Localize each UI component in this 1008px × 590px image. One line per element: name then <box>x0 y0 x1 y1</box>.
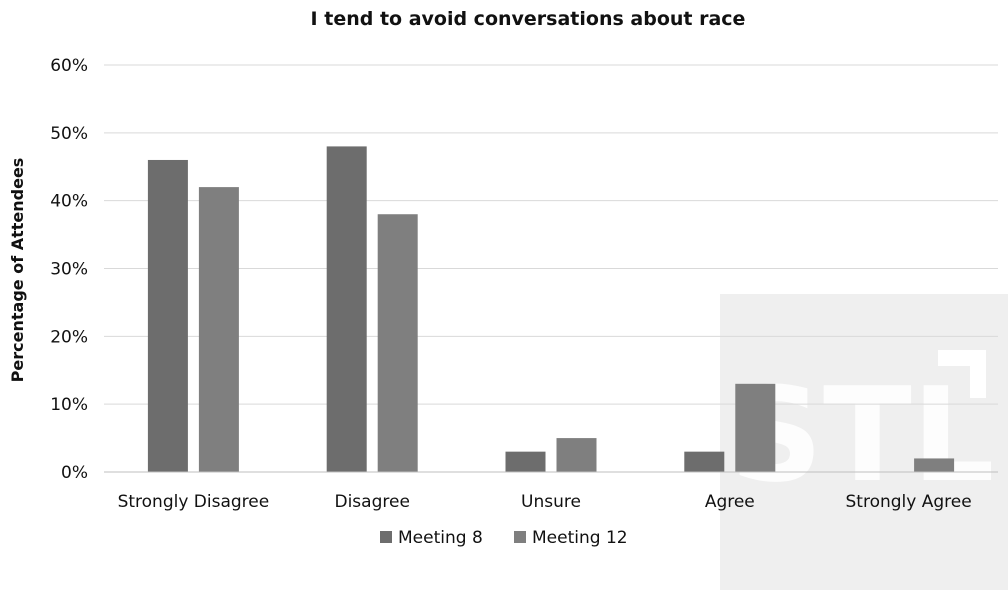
y-tick-label: 10% <box>50 395 88 415</box>
bar <box>198 187 239 472</box>
x-category-label: Agree <box>705 492 755 512</box>
y-tick-label: 60% <box>50 56 88 76</box>
legend: Meeting 8 Meeting 12 <box>380 528 628 548</box>
y-tick-label: 20% <box>50 327 88 347</box>
bar <box>377 214 418 472</box>
legend-swatch <box>380 531 392 543</box>
x-category-label: Disagree <box>334 492 409 512</box>
y-axis-ticks: 0% 10% 20% 30% 40% 50% 60% <box>50 56 88 483</box>
chart-title: I tend to avoid conversations about race <box>311 8 746 30</box>
bar <box>505 451 546 472</box>
legend-label: Meeting 12 <box>532 528 628 548</box>
watermark-corner-mark <box>938 350 986 398</box>
gridlines <box>104 64 998 405</box>
y-tick-label: 30% <box>50 260 88 280</box>
bar <box>735 383 776 472</box>
x-category-label: Strongly Agree <box>846 492 972 512</box>
bar <box>326 146 367 472</box>
y-tick-label: 50% <box>50 124 88 144</box>
legend-label: Meeting 8 <box>398 528 483 548</box>
y-axis-label: Percentage of Attendees <box>8 158 27 383</box>
y-tick-label: 0% <box>61 463 88 483</box>
bar <box>147 159 188 472</box>
x-category-label: Unsure <box>521 492 581 512</box>
x-axis-categories: Strongly Disagree Disagree Unsure Agree Stro… <box>118 492 972 512</box>
bar <box>556 438 597 472</box>
x-category-label: Strongly Disagree <box>118 492 270 512</box>
legend-swatch <box>514 531 526 543</box>
bar <box>914 458 955 472</box>
y-tick-label: 40% <box>50 192 88 212</box>
bars <box>147 146 955 472</box>
bar <box>684 451 725 472</box>
